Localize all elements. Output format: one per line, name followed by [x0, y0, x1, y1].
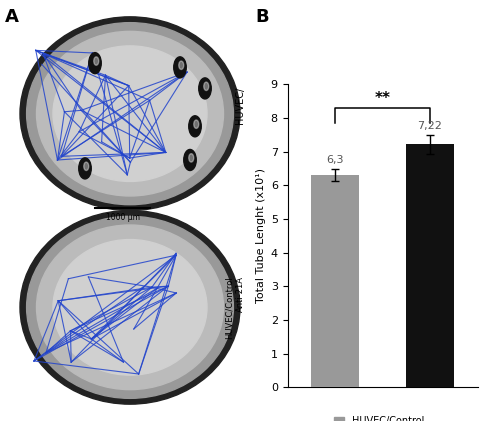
Circle shape [184, 149, 196, 171]
Ellipse shape [20, 17, 240, 210]
Circle shape [194, 120, 199, 128]
Bar [311, 175, 359, 387]
Circle shape [79, 158, 91, 179]
Text: 1000 μm: 1000 μm [106, 213, 140, 221]
Ellipse shape [26, 216, 234, 398]
Circle shape [89, 53, 101, 74]
Ellipse shape [53, 46, 207, 181]
Text: A: A [5, 8, 19, 27]
Y-axis label: Total Tube Lenght (x10¹): Total Tube Lenght (x10¹) [256, 168, 266, 303]
Bar [406, 144, 454, 387]
Circle shape [174, 57, 186, 78]
Circle shape [204, 82, 209, 91]
Text: HUVEC/Control
Anti-21A: HUVEC/Control Anti-21A [225, 276, 245, 339]
Text: 7,22: 7,22 [418, 121, 442, 131]
Ellipse shape [36, 225, 224, 390]
Text: **: ** [374, 91, 390, 106]
Circle shape [84, 162, 89, 171]
Ellipse shape [36, 32, 224, 196]
Text: 6,3: 6,3 [326, 155, 344, 165]
Circle shape [199, 78, 211, 99]
Ellipse shape [20, 210, 240, 404]
Ellipse shape [26, 23, 234, 205]
Circle shape [179, 61, 184, 69]
Legend: HUVEC/Control, HUVEC/Anti-21A: HUVEC/Control, HUVEC/Anti-21A [334, 416, 431, 421]
Ellipse shape [53, 240, 207, 375]
Text: HUVEC/: HUVEC/ [235, 87, 245, 124]
Circle shape [189, 154, 194, 162]
Circle shape [189, 116, 201, 137]
Circle shape [94, 57, 99, 65]
Text: B: B [255, 8, 268, 27]
